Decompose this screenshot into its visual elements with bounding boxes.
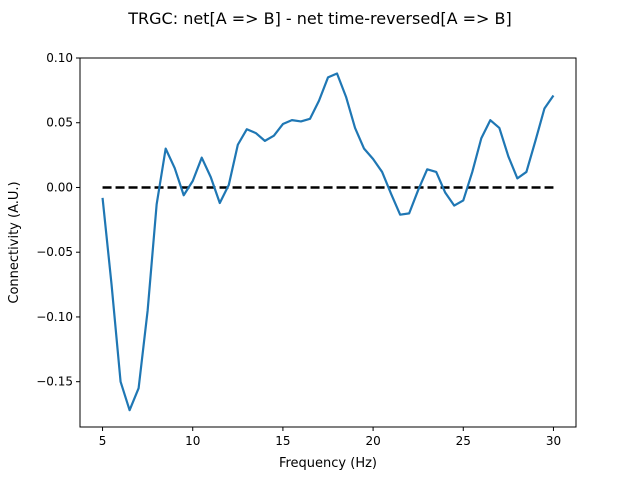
y-axis: −0.15 −0.10 −0.05 0.00 0.05 0.10 (36, 51, 80, 389)
y-tick-label: 0.10 (46, 51, 73, 65)
y-tick-label: −0.10 (36, 310, 73, 324)
chart-title: TRGC: net[A => B] - net time-reversed[A … (127, 9, 511, 28)
axes-frame (79, 57, 577, 428)
x-tick-label: 10 (185, 434, 200, 448)
x-tick-label: 5 (99, 434, 107, 448)
x-tick-label: 20 (365, 434, 380, 448)
x-tick-label: 30 (546, 434, 561, 448)
y-tick-label: −0.15 (36, 375, 73, 389)
series-layer (101, 72, 555, 412)
connectivity-line (101, 72, 555, 412)
x-axis-label: Frequency (Hz) (279, 456, 377, 471)
y-axis-label: Connectivity (A.U.) (7, 181, 22, 303)
y-tick-label: 0.00 (46, 180, 73, 194)
y-tick-label: −0.05 (36, 245, 73, 259)
x-tick-label: 15 (275, 434, 290, 448)
x-tick-label: 25 (456, 434, 471, 448)
y-tick-label: 0.05 (46, 116, 73, 130)
x-axis: 5 10 15 20 25 30 (99, 427, 561, 448)
